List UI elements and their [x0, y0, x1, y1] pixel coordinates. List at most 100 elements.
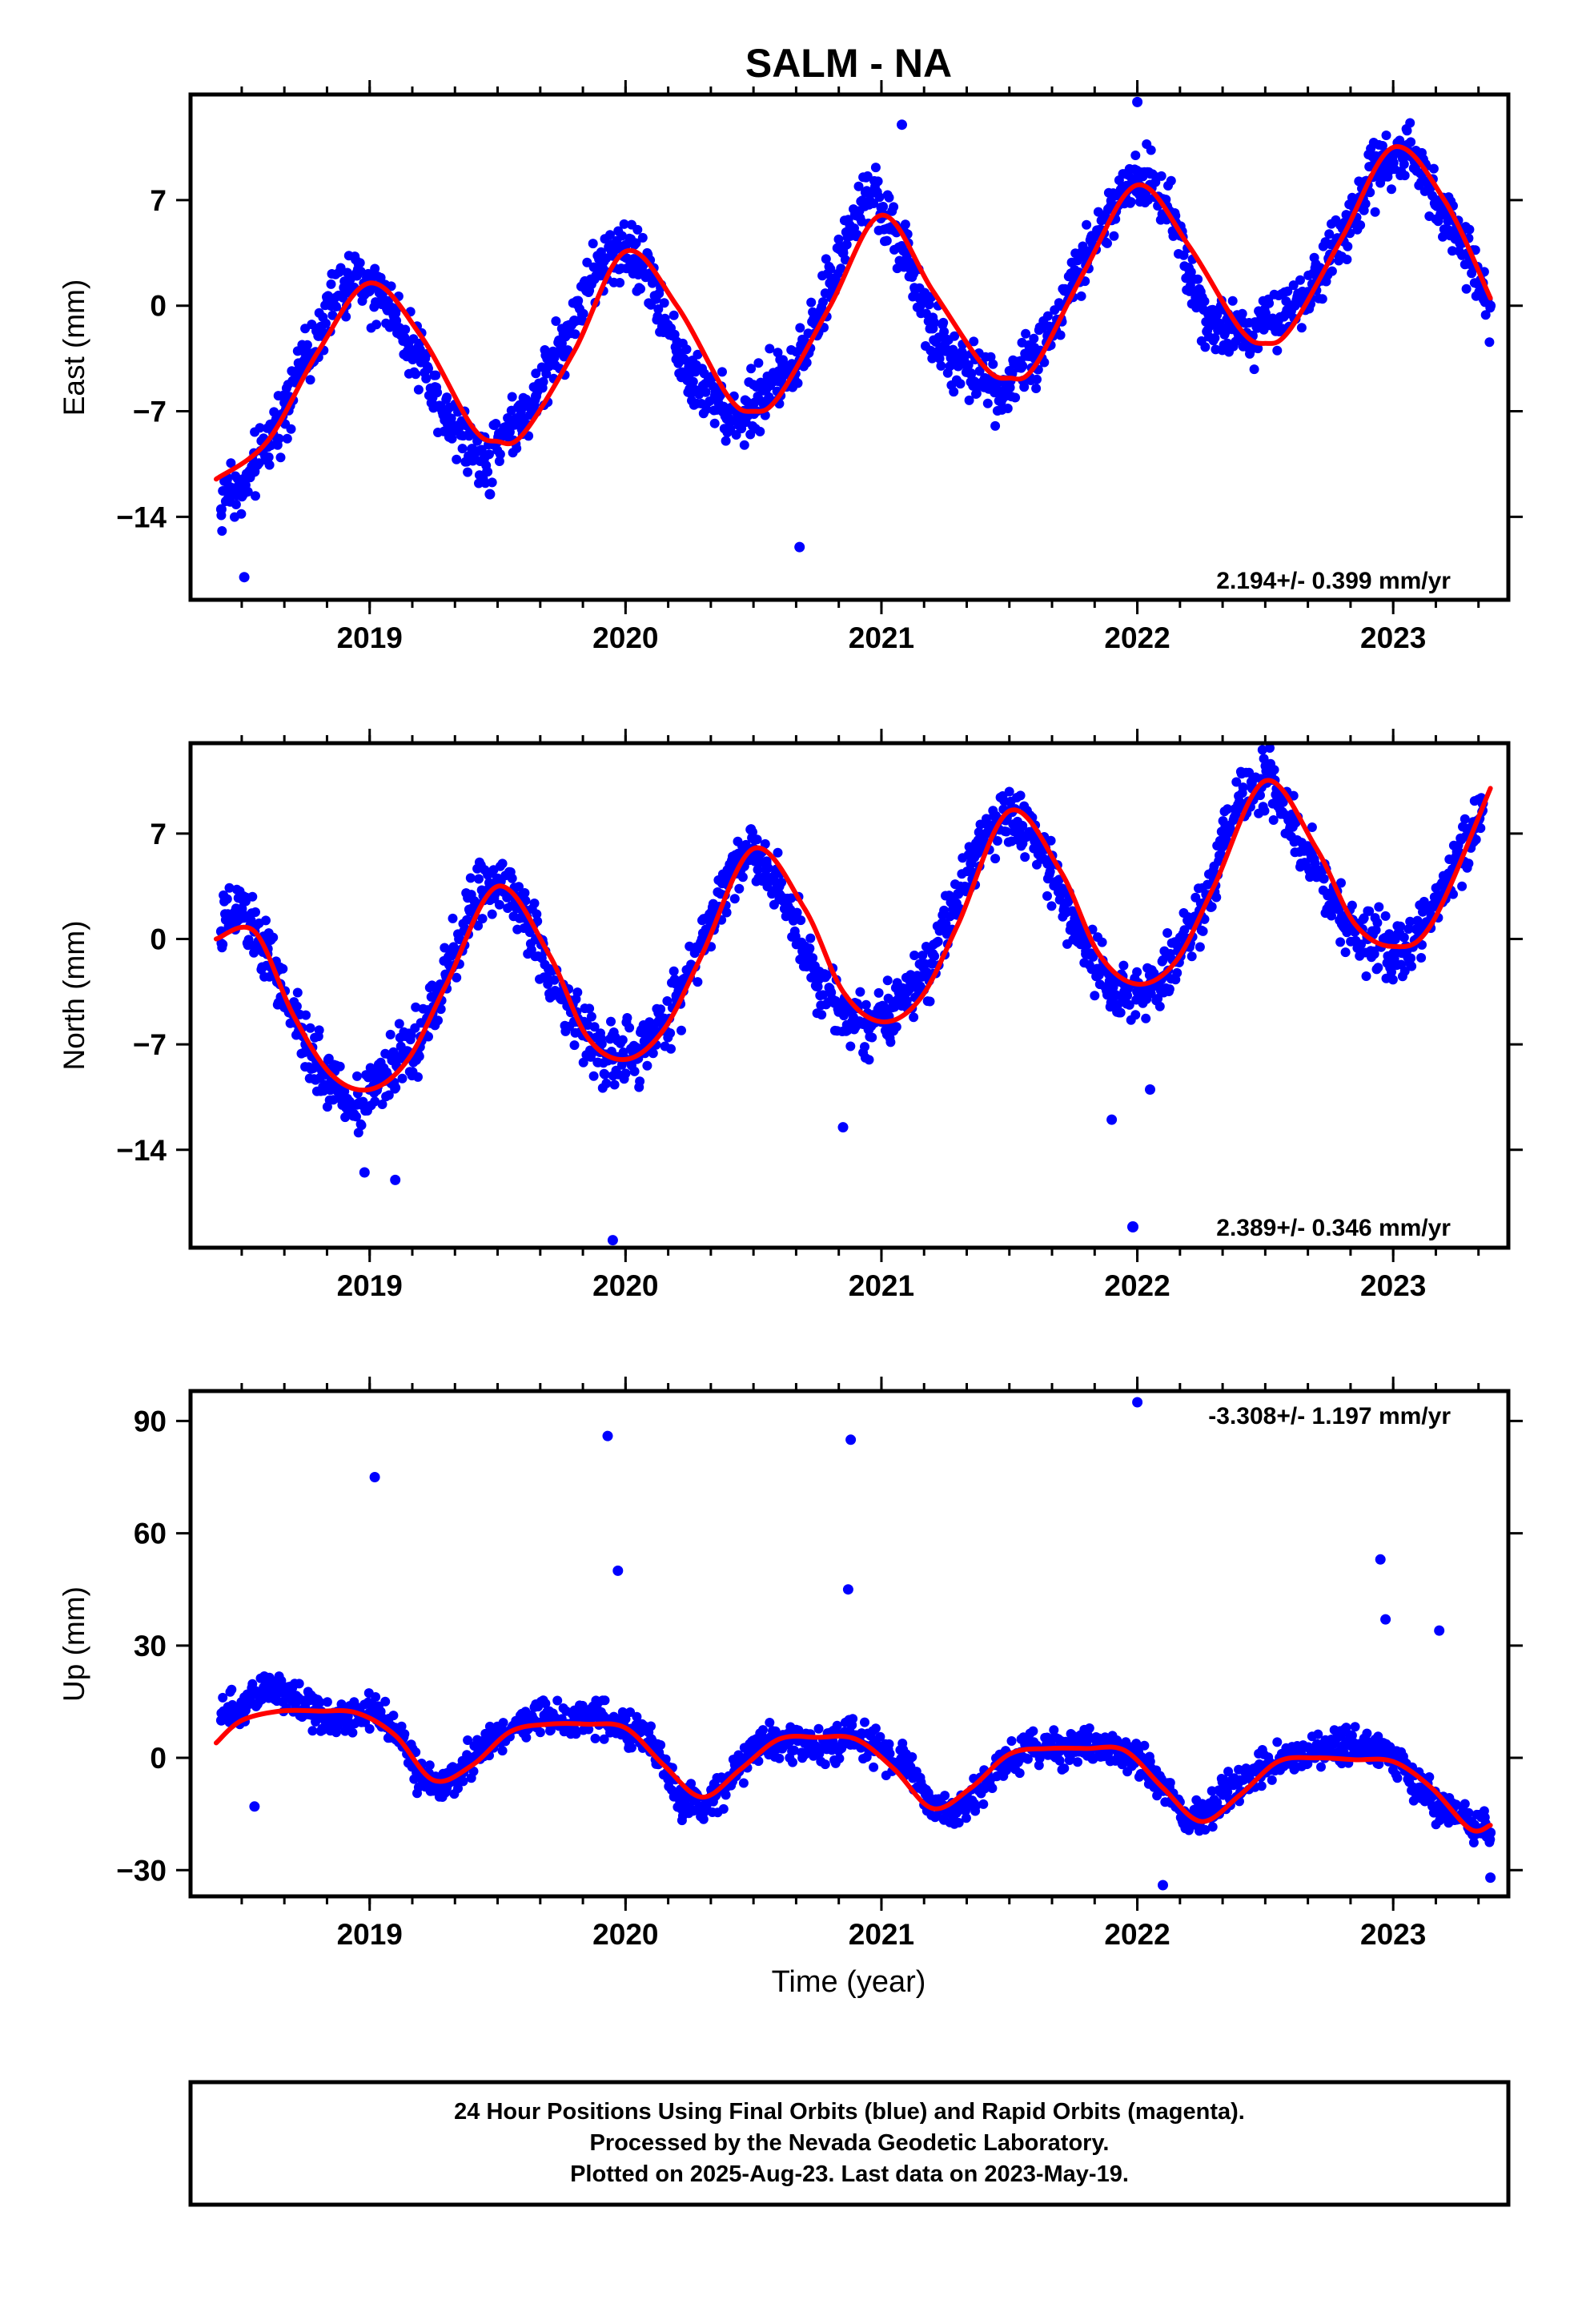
east-data-point — [697, 383, 708, 394]
up-data-point — [590, 1733, 600, 1743]
up-data-point — [645, 1734, 656, 1745]
up-data-point — [820, 1759, 830, 1770]
east-data-point — [833, 234, 844, 244]
east-data-point — [739, 440, 749, 450]
east-data-point — [236, 489, 247, 500]
north-data-point — [588, 1071, 599, 1081]
east-data-point — [836, 263, 846, 274]
up-data-point — [870, 1723, 881, 1734]
east-data-point — [1130, 151, 1141, 160]
up-data-point — [718, 1803, 729, 1814]
east-data-point — [364, 285, 375, 296]
east-data-point — [1342, 255, 1352, 264]
up-data-point — [1006, 1736, 1017, 1746]
east-data-point — [761, 383, 772, 394]
north-data-point — [1311, 866, 1322, 877]
north-data-point — [433, 1015, 443, 1026]
up-data-point — [1460, 1799, 1470, 1809]
east-data-point — [940, 345, 951, 356]
up-data-point — [1207, 1822, 1218, 1832]
east-data-point — [1021, 328, 1031, 339]
east-data-point — [326, 279, 336, 289]
north-data-point — [359, 1167, 370, 1178]
north-data-point — [817, 1010, 827, 1020]
east-data-point — [853, 181, 864, 191]
east-data-point — [948, 344, 958, 355]
up-data-point — [1073, 1757, 1082, 1767]
east-data-point — [1042, 311, 1053, 321]
north-data-point — [1015, 790, 1026, 801]
east-data-point — [938, 317, 949, 328]
up-data-point — [1392, 1773, 1403, 1783]
east-data-point — [1017, 360, 1028, 372]
east-data-point — [327, 310, 338, 320]
east-data-point — [264, 460, 275, 470]
east-data-point — [1010, 392, 1021, 403]
north-y-tick-label: 0 — [150, 923, 167, 955]
east-data-point — [1249, 364, 1259, 375]
east-data-point — [556, 338, 567, 349]
north-legend-marker — [1127, 1221, 1138, 1232]
north-data-point — [1221, 828, 1232, 839]
east-data-point — [934, 353, 945, 364]
up-data-point — [978, 1783, 990, 1793]
chart-title: SALM - NA — [745, 41, 952, 86]
east-data-point — [1399, 159, 1409, 169]
north-data-point — [1272, 798, 1283, 809]
east-data-point — [215, 504, 227, 515]
north-data-point — [1090, 991, 1100, 1001]
east-data-point — [287, 376, 299, 387]
up-data-point — [287, 1692, 299, 1703]
east-data-point — [632, 224, 643, 235]
east-data-point — [231, 500, 241, 509]
east-data-point — [1200, 342, 1211, 352]
north-data-point — [390, 1054, 401, 1065]
east-data-point — [551, 316, 561, 326]
up-data-point — [671, 1790, 682, 1801]
up-data-point — [1413, 1783, 1424, 1793]
east-data-point — [1210, 333, 1220, 343]
east-data-point — [413, 384, 424, 395]
east-data-point — [773, 376, 785, 387]
north-data-point — [1374, 902, 1384, 912]
east-x-tick-label: 2020 — [592, 621, 658, 654]
north-data-point — [622, 1013, 632, 1023]
north-data-point — [1004, 786, 1014, 797]
north-data-point — [901, 986, 913, 997]
east-data-point — [263, 452, 274, 462]
east-data-point — [1227, 296, 1238, 306]
north-data-point — [773, 881, 785, 892]
up-data-point — [371, 1692, 381, 1702]
east-data-point — [431, 370, 441, 380]
east-data-point — [900, 219, 910, 230]
east-data-point — [1370, 207, 1380, 217]
east-data-point — [1002, 404, 1013, 413]
east-data-point — [286, 424, 296, 434]
east-data-point — [950, 331, 960, 341]
north-data-point — [236, 903, 247, 915]
north-data-point — [497, 858, 508, 869]
east-data-point — [1193, 274, 1203, 284]
north-data-point — [529, 899, 540, 908]
east-data-point — [753, 358, 764, 368]
east-data-point — [223, 481, 235, 493]
east-data-point — [1183, 263, 1194, 274]
east-data-point — [446, 413, 456, 424]
up-data-point — [1311, 1745, 1322, 1756]
up-data-point — [1131, 1739, 1142, 1749]
east-data-point — [837, 247, 849, 259]
east-data-point — [701, 404, 712, 414]
east-data-point — [421, 373, 432, 384]
east-data-point — [731, 430, 741, 440]
east-data-point — [955, 379, 966, 389]
up-data-point — [842, 1584, 853, 1595]
north-data-point — [1042, 891, 1052, 901]
north-data-point — [385, 1029, 396, 1039]
north-data-point — [1457, 881, 1468, 891]
up-data-point — [765, 1718, 775, 1727]
east-data-point — [1029, 333, 1039, 344]
up-data-point — [1132, 1397, 1143, 1408]
north-data-point — [799, 941, 810, 952]
north-frame — [188, 741, 1511, 1250]
up-data-point — [380, 1696, 391, 1707]
